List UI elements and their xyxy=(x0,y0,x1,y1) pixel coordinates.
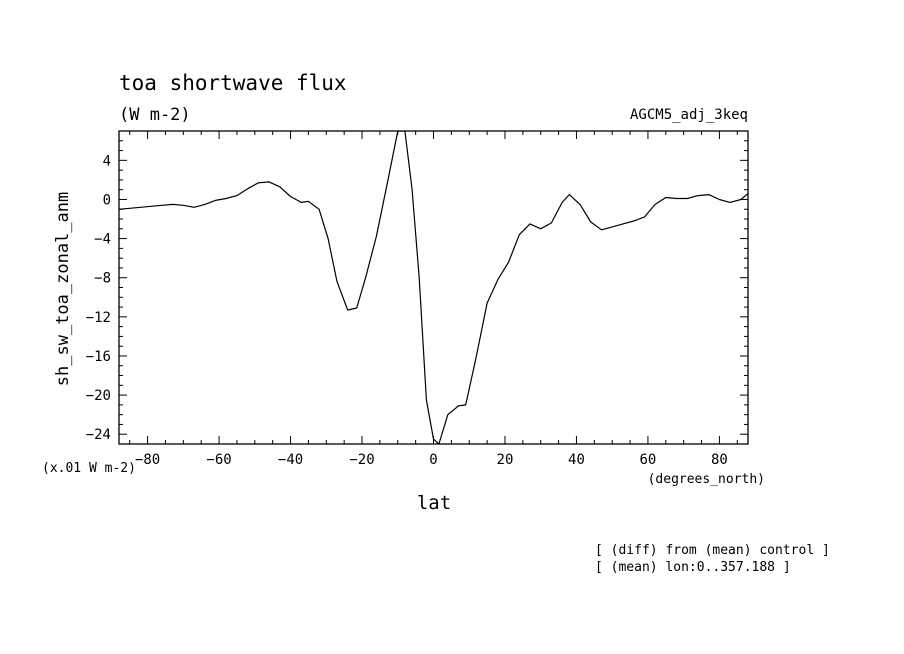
x-axis: −80 −60 −40 −20 0 20 40 60 80 xyxy=(129,131,738,468)
note-diff: [ (diff) from (mean) control ] xyxy=(595,543,830,558)
plot-border xyxy=(118,130,749,445)
x-tick-label: 0 xyxy=(429,452,437,468)
y-axis: 4 0 −4 −8 −12 −16 −20 −24 xyxy=(86,130,748,445)
series-line-0 xyxy=(119,131,748,444)
plot-frame xyxy=(118,130,749,445)
y-tick-label: −20 xyxy=(86,388,111,404)
y-tick-label: −8 xyxy=(94,271,111,287)
y-tick-label: −24 xyxy=(86,427,111,443)
y-tick-label: 4 xyxy=(103,153,111,169)
x-tick-label: −80 xyxy=(135,452,160,468)
y-axis-label: sh_sw_toa_zonal_anm xyxy=(53,192,73,386)
chart-title: toa shortwave flux xyxy=(119,71,347,95)
note-mean: [ (mean) lon:0..357.188 ] xyxy=(595,560,791,575)
x-units-label: (degrees_north) xyxy=(648,472,765,487)
x-axis-label: lat xyxy=(417,492,451,514)
x-tick-label: 40 xyxy=(568,452,585,468)
x-tick-label: 20 xyxy=(497,452,514,468)
y-tick-label: −12 xyxy=(86,310,111,326)
dataset-label: AGCM5_adj_3keq xyxy=(630,107,748,123)
series-layer xyxy=(119,131,748,444)
chart-units: (W m-2) xyxy=(119,105,191,125)
x-tick-label: −20 xyxy=(349,452,374,468)
x-tick-label: −60 xyxy=(206,452,231,468)
x-tick-label: 80 xyxy=(711,452,728,468)
y-tick-label: 0 xyxy=(103,192,111,208)
y-scale-note: (x.01 W m-2) xyxy=(42,461,136,476)
x-tick-label: −40 xyxy=(278,452,303,468)
x-tick-label: 60 xyxy=(640,452,657,468)
y-tick-label: −16 xyxy=(86,349,111,365)
y-tick-label: −4 xyxy=(94,232,111,248)
